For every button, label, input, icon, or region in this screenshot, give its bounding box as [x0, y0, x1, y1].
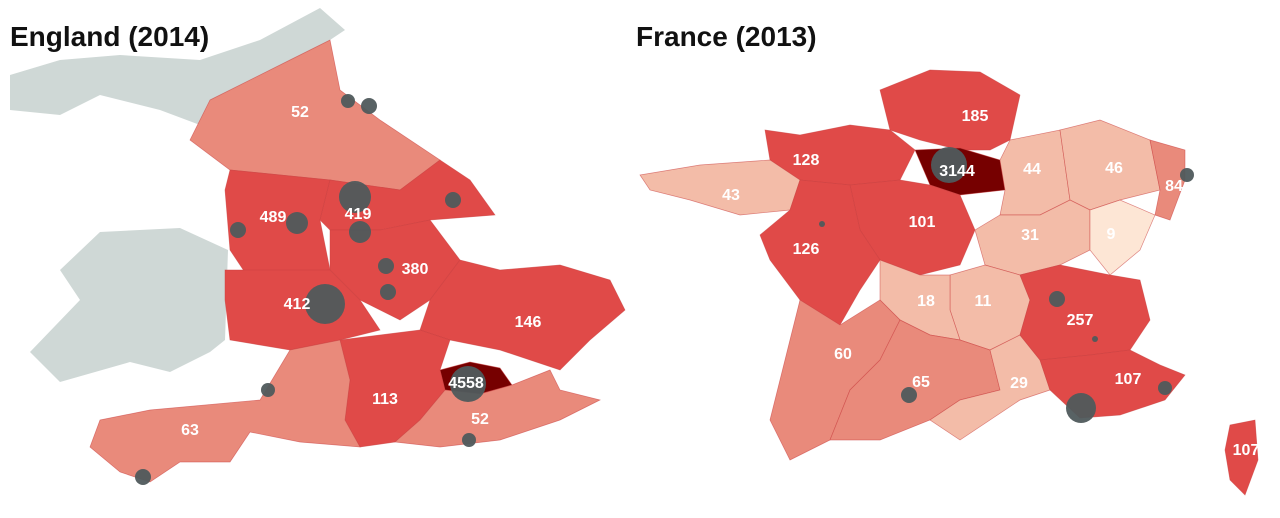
- city-marker: [462, 433, 476, 447]
- scotland: [10, 8, 345, 125]
- wales: [30, 228, 228, 382]
- region-label: 126: [793, 241, 820, 258]
- region-label: 29: [1010, 375, 1028, 392]
- city-marker: [445, 192, 461, 208]
- region-label: 128: [793, 152, 820, 169]
- city-marker: [819, 221, 825, 227]
- region-label: 3144: [939, 163, 975, 180]
- city-marker: [1158, 381, 1172, 395]
- region-label: 52: [471, 411, 489, 428]
- city-marker: [1049, 291, 1065, 307]
- city-marker: [901, 387, 917, 403]
- regions: [89, 39, 1259, 496]
- region-label: 84: [1165, 178, 1183, 195]
- city-marker: [261, 383, 275, 397]
- city-marker: [380, 284, 396, 300]
- region-label: 113: [372, 391, 398, 408]
- region-label: 419: [345, 206, 372, 223]
- city-marker: [1066, 393, 1096, 423]
- city-marker: [341, 94, 355, 108]
- background-land: [10, 8, 345, 382]
- region: [639, 159, 801, 216]
- region: [1224, 419, 1259, 496]
- region-label: 63: [181, 422, 199, 439]
- region-label: 44: [1023, 161, 1041, 178]
- region: [1149, 139, 1186, 221]
- region-label: 107: [1115, 371, 1142, 388]
- region-label: 31: [1021, 227, 1039, 244]
- city-marker: [1180, 168, 1194, 182]
- region-label: 4558: [448, 375, 484, 392]
- city-marker: [339, 181, 371, 213]
- map-title: England (2014): [10, 21, 209, 52]
- city-marker: [349, 221, 371, 243]
- city-marker: [135, 469, 151, 485]
- region-label: 185: [962, 108, 989, 125]
- region: [759, 179, 881, 326]
- region-label: 46: [1105, 160, 1123, 177]
- region-label: 257: [1067, 312, 1094, 329]
- map-title: France (2013): [636, 21, 817, 52]
- city-markers: [135, 94, 1194, 485]
- region-label: 412: [284, 296, 311, 313]
- city-marker: [378, 258, 394, 274]
- city-marker: [305, 284, 345, 324]
- region: [1089, 199, 1156, 276]
- city-marker: [286, 212, 308, 234]
- region-label: 60: [834, 346, 852, 363]
- region-label: 101: [909, 214, 936, 231]
- region-label: 489: [260, 209, 287, 226]
- region-label: 380: [402, 261, 429, 278]
- region: [879, 69, 1021, 151]
- city-marker: [450, 366, 486, 402]
- city-marker: [230, 222, 246, 238]
- city-marker: [361, 98, 377, 114]
- region-label: 107: [1233, 442, 1260, 459]
- region-label: 146: [515, 314, 542, 331]
- city-marker: [931, 147, 967, 183]
- region-label: 18: [917, 293, 935, 310]
- city-marker: [1092, 336, 1098, 342]
- region-label: 65: [912, 374, 930, 391]
- region-label: 9: [1107, 226, 1116, 243]
- region-label: 43: [722, 187, 740, 204]
- region-label: 52: [291, 104, 309, 121]
- region: [319, 159, 496, 231]
- region-label: 11: [975, 293, 992, 310]
